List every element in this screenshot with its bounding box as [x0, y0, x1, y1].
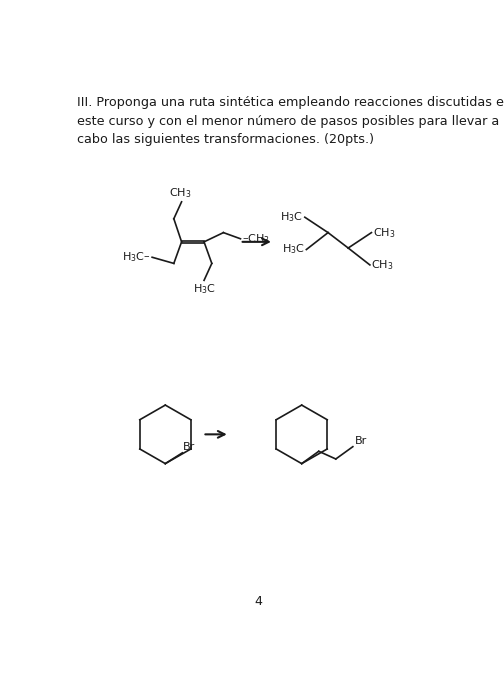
Text: CH$_3$: CH$_3$: [373, 225, 396, 239]
Text: –CH$_3$: –CH$_3$: [242, 232, 270, 246]
Text: Br: Br: [183, 442, 196, 452]
Text: H$_3$C: H$_3$C: [193, 283, 216, 297]
Text: H$_3$C–: H$_3$C–: [122, 251, 151, 264]
Text: CH$_3$: CH$_3$: [371, 258, 394, 272]
Text: CH$_3$: CH$_3$: [169, 186, 192, 199]
Text: 4: 4: [255, 594, 262, 608]
Text: III. Proponga una ruta sintética empleando reacciones discutidas en
este curso y: III. Proponga una ruta sintética emplean…: [77, 97, 504, 146]
Text: H$_3$C: H$_3$C: [280, 210, 303, 224]
Text: Br: Br: [354, 436, 366, 446]
Text: H$_3$C: H$_3$C: [282, 243, 305, 256]
